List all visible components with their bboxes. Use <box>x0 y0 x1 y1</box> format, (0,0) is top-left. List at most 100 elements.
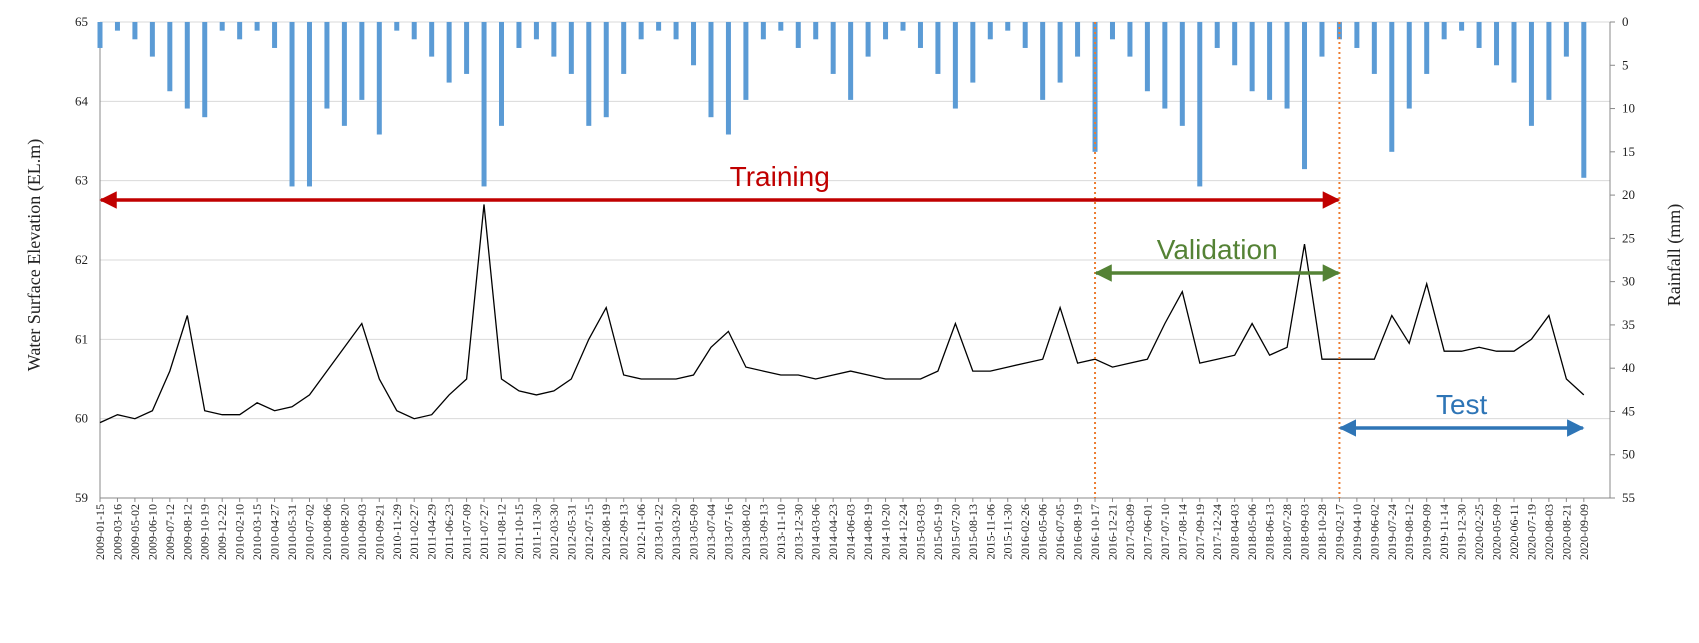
rain-bar <box>1494 22 1500 66</box>
rain-bar <box>1424 22 1430 74</box>
rain-bar <box>691 22 697 66</box>
rain-bar <box>1581 22 1587 178</box>
x-tick-label: 2020-05-09 <box>1490 504 1504 560</box>
x-tick-label: 2018-05-06 <box>1245 504 1259 560</box>
y2-tick-label: 5 <box>1622 57 1629 72</box>
x-tick-label: 2016-12-21 <box>1105 504 1119 560</box>
rain-bar <box>987 22 993 40</box>
x-tick-label: 2020-09-09 <box>1577 504 1591 560</box>
x-tick-label: 2009-01-15 <box>93 504 107 560</box>
x-tick-label: 2009-12-22 <box>215 504 229 560</box>
rain-bar <box>254 22 260 31</box>
x-tick-label: 2018-09-03 <box>1298 504 1312 560</box>
x-tick-label: 2011-04-29 <box>425 504 439 560</box>
rain-bar <box>411 22 417 40</box>
x-tick-label: 2014-04-23 <box>826 504 840 560</box>
rain-bar <box>1249 22 1255 92</box>
rain-bar <box>1476 22 1482 48</box>
x-tick-label: 2010-08-20 <box>337 504 351 560</box>
elevation-line <box>99 204 1585 424</box>
rain-bar <box>1406 22 1412 109</box>
rain-bar <box>708 22 714 118</box>
x-tick-label: 2010-02-10 <box>233 504 247 560</box>
rain-bar <box>656 22 662 31</box>
x-tick-label: 2016-10-17 <box>1088 504 1102 560</box>
rain-bar <box>202 22 208 118</box>
x-tick-label: 2011-10-15 <box>512 504 526 560</box>
y2-tick-label: 25 <box>1622 230 1635 245</box>
x-tick-label: 2019-12-30 <box>1455 504 1469 560</box>
rain-bar <box>1092 22 1098 152</box>
rain-bar <box>952 22 958 109</box>
rain-bar <box>848 22 854 100</box>
rain-bar <box>813 22 819 40</box>
x-tick-label: 2010-08-06 <box>320 504 334 560</box>
x-tick-label: 2013-03-20 <box>669 504 683 560</box>
rain-bar <box>1459 22 1465 31</box>
rain-bar <box>1528 22 1534 126</box>
x-tick-label: 2017-09-19 <box>1193 504 1207 560</box>
rain-bar <box>795 22 801 48</box>
x-tick-label: 2019-04-10 <box>1350 504 1364 560</box>
rain-bar <box>603 22 609 118</box>
rain-bar <box>725 22 731 135</box>
x-tick-label: 2011-06-23 <box>442 504 456 560</box>
x-tick-label: 2019-11-14 <box>1437 504 1451 560</box>
rain-bar <box>516 22 522 48</box>
rain-bar <box>1127 22 1133 57</box>
rain-bar <box>1546 22 1552 100</box>
rain-bar <box>499 22 505 126</box>
rain-bar <box>1214 22 1220 48</box>
rain-bar <box>778 22 784 31</box>
rain-bar <box>429 22 435 57</box>
y-tick-label: 60 <box>75 411 88 426</box>
rain-bar <box>935 22 941 74</box>
x-tick-label: 2015-11-06 <box>983 504 997 560</box>
x-tick-label: 2011-02-27 <box>407 504 421 560</box>
y2-tick-label: 50 <box>1622 447 1635 462</box>
split-label: Training <box>730 161 830 192</box>
x-tick-label: 2010-07-02 <box>302 504 316 560</box>
x-tick-label: 2014-08-19 <box>861 504 875 560</box>
rain-bar <box>1179 22 1185 126</box>
x-tick-label: 2012-09-13 <box>617 504 631 560</box>
x-tick-label: 2009-10-19 <box>198 504 212 560</box>
rain-bar <box>1284 22 1290 109</box>
y-axis-title: Water Surface Elevation (EL.m) <box>24 139 45 371</box>
x-tick-label: 2009-08-12 <box>180 504 194 560</box>
y2-tick-label: 0 <box>1622 14 1629 29</box>
rain-bar <box>1162 22 1168 109</box>
x-tick-label: 2014-06-03 <box>844 504 858 560</box>
rain-bar <box>1197 22 1203 187</box>
x-tick-label: 2013-07-04 <box>704 504 718 560</box>
rain-bar <box>533 22 539 40</box>
y2-tick-label: 10 <box>1622 101 1635 116</box>
rain-bar <box>673 22 679 40</box>
rain-bar <box>464 22 470 74</box>
x-tick-label: 2012-03-30 <box>547 504 561 560</box>
x-tick-label: 2013-07-16 <box>721 504 735 560</box>
rain-bar <box>865 22 871 57</box>
y-tick-label: 63 <box>75 173 88 188</box>
x-tick-label: 2015-05-19 <box>931 504 945 560</box>
rain-bar <box>743 22 749 100</box>
y2-tick-label: 45 <box>1622 403 1635 418</box>
rain-bar <box>1511 22 1517 83</box>
rain-bar <box>1354 22 1360 48</box>
rain-bar <box>1371 22 1377 74</box>
y2-tick-label: 40 <box>1622 360 1635 375</box>
x-tick-label: 2020-08-21 <box>1559 504 1573 560</box>
x-tick-label: 2019-06-02 <box>1367 504 1381 560</box>
rain-bar <box>1302 22 1308 170</box>
rain-bar <box>1057 22 1063 83</box>
y2-tick-label: 20 <box>1622 187 1635 202</box>
x-tick-label: 2009-03-16 <box>110 504 124 560</box>
rain-bar <box>900 22 906 31</box>
rain-bar <box>1267 22 1273 100</box>
rain-bar <box>621 22 627 74</box>
x-tick-label: 2012-07-15 <box>582 504 596 560</box>
x-tick-label: 2018-06-13 <box>1263 504 1277 560</box>
rain-bar <box>1040 22 1046 100</box>
x-tick-label: 2018-04-03 <box>1228 504 1242 560</box>
